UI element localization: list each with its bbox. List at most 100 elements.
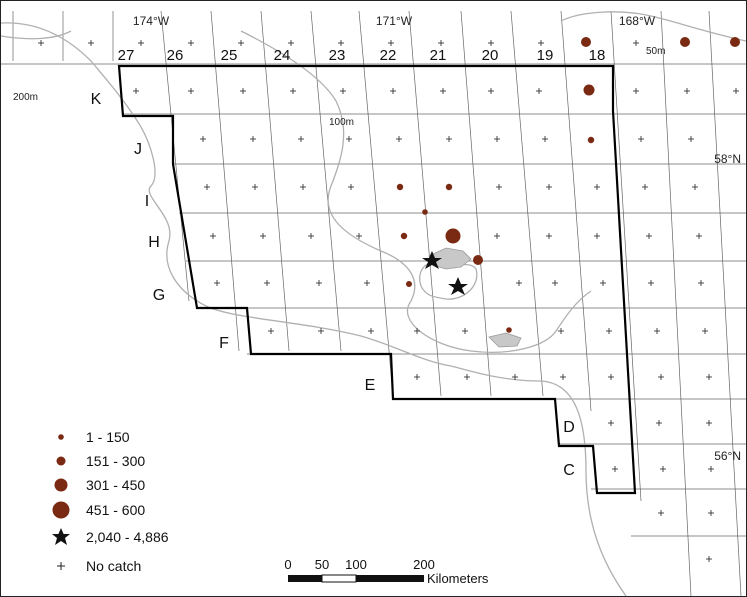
no-catch-plus (516, 280, 522, 286)
row-label: I (145, 193, 149, 210)
no-catch-plus (214, 280, 220, 286)
no-catch-plus (200, 136, 206, 142)
no-catch-plus (290, 88, 296, 94)
no-catch-plus (464, 374, 470, 380)
no-catch-plus (446, 136, 452, 142)
no-catch-plus (612, 466, 618, 472)
no-catch-plus (462, 328, 468, 334)
legend-symbol-circle-s (56, 456, 66, 466)
row-labels: K J I H G F E D C (91, 91, 575, 479)
no-catch-plus (390, 88, 396, 94)
no-catch-plus (396, 136, 402, 142)
catch-circle (422, 209, 428, 215)
scale-tick-label: 100 (345, 557, 367, 572)
no-catch-stations (38, 40, 739, 562)
no-catch-plus (338, 40, 344, 46)
column-label: 20 (482, 47, 499, 64)
no-catch-plus (348, 184, 354, 190)
column-label: 22 (380, 47, 397, 64)
no-catch-plus (633, 88, 639, 94)
legend-label: 451 - 600 (86, 502, 145, 518)
column-label: 18 (589, 47, 606, 64)
high-catch-stars (422, 251, 468, 295)
legend-symbol-circle-l (52, 501, 70, 519)
scale-bar: 0 50 100 200 Kilometers (284, 557, 489, 586)
no-catch-plus (388, 40, 394, 46)
row-label: D (563, 419, 575, 436)
no-catch-plus (594, 184, 600, 190)
legend-label: 301 - 450 (86, 477, 145, 493)
no-catch-plus (642, 184, 648, 190)
no-catch-plus (708, 466, 714, 472)
legend-label: 2,040 - 4,886 (86, 529, 169, 545)
catch-circle (473, 255, 483, 265)
no-catch-plus (308, 233, 314, 239)
no-catch-plus (438, 40, 444, 46)
row-label: H (148, 234, 160, 251)
no-catch-plus (698, 280, 704, 286)
latitude-labels: 58°N 56°N (714, 152, 741, 463)
no-catch-plus (656, 420, 662, 426)
no-catch-plus (488, 88, 494, 94)
depth-labels: 200m 100m 50m (13, 46, 665, 128)
no-catch-plus (188, 40, 194, 46)
no-catch-plus (316, 280, 322, 286)
catch-circle (506, 327, 512, 333)
legend-label: 151 - 300 (86, 453, 145, 469)
no-catch-plus (414, 374, 420, 380)
no-catch-plus (318, 328, 324, 334)
column-labels: 27 26 25 24 23 22 21 20 19 18 (118, 47, 606, 64)
no-catch-plus (688, 136, 694, 142)
no-catch-plus (538, 40, 544, 46)
scale-tick-label: 50 (315, 557, 329, 572)
no-catch-plus (268, 328, 274, 334)
scale-segment (321, 574, 357, 583)
column-label: 25 (221, 47, 238, 64)
no-catch-plus (414, 328, 420, 334)
scale-segment (288, 575, 322, 582)
survey-grid (1, 10, 746, 596)
depth-contours (1, 11, 746, 596)
no-catch-plus (708, 510, 714, 516)
no-catch-plus (238, 40, 244, 46)
no-catch-plus (440, 88, 446, 94)
longitude-label: 168°W (619, 14, 656, 28)
scale-segment (356, 575, 424, 582)
longitude-label: 174°W (133, 14, 170, 28)
no-catch-plus (250, 136, 256, 142)
legend: 1 - 150 151 - 300 301 - 450 451 - 600 2,… (52, 429, 169, 574)
no-catch-plus (706, 556, 712, 562)
no-catch-plus (638, 136, 644, 142)
catch-circle (587, 136, 595, 144)
scale-tick-label: 0 (284, 557, 291, 572)
no-catch-plus (608, 374, 614, 380)
legend-symbol-plus (57, 562, 65, 570)
no-catch-plus (648, 280, 654, 286)
no-catch-plus (204, 184, 210, 190)
catch-circle (581, 37, 591, 47)
no-catch-plus (658, 374, 664, 380)
no-catch-plus (300, 184, 306, 190)
no-catch-plus (356, 233, 362, 239)
longitude-label: 171°W (376, 14, 413, 28)
no-catch-plus (552, 280, 558, 286)
no-catch-plus (733, 88, 739, 94)
no-catch-plus (512, 374, 518, 380)
column-label: 26 (167, 47, 184, 64)
legend-symbol-circle-xs (58, 434, 64, 440)
latitude-label: 58°N (714, 152, 741, 166)
no-catch-plus (88, 40, 94, 46)
no-catch-plus (188, 88, 194, 94)
survey-boundary (117, 64, 637, 495)
no-catch-plus (260, 233, 266, 239)
depth-label: 50m (646, 46, 665, 57)
no-catch-plus (264, 280, 270, 286)
no-catch-plus (546, 233, 552, 239)
no-catch-plus (346, 136, 352, 142)
no-catch-plus (298, 136, 304, 142)
catch-circle (680, 37, 690, 47)
column-label: 21 (430, 47, 447, 64)
legend-label: No catch (86, 558, 141, 574)
latitude-label: 56°N (714, 449, 741, 463)
